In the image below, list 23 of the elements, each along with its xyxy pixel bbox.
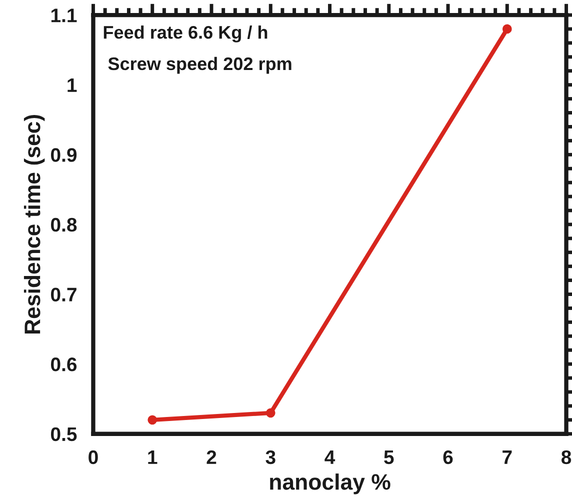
y-tick-label: 0.6 xyxy=(51,358,77,372)
y-tick-label: 1.1 xyxy=(51,8,77,22)
x-tick-label: 4 xyxy=(324,450,336,464)
point xyxy=(266,408,276,418)
y-tick-label: 0.9 xyxy=(51,148,77,162)
x-tick-label: 0 xyxy=(88,450,98,464)
point xyxy=(502,24,512,34)
y-tick-label: 1 xyxy=(68,78,77,92)
x-tick-label: 6 xyxy=(443,450,453,464)
point xyxy=(148,415,158,425)
x-tick-label: 8 xyxy=(561,450,572,464)
annotation: Feed rate 6.6 Kg / h xyxy=(104,26,268,42)
x-tick-label: 7 xyxy=(502,450,512,464)
x-axis-title: nanoclay % xyxy=(270,474,390,494)
x-tick-label: 5 xyxy=(384,450,394,464)
y-tick-label: 0.5 xyxy=(51,427,77,442)
x-tick-label: 1 xyxy=(148,450,158,464)
x-tick-label: 2 xyxy=(206,450,216,464)
annotation: Screw speed 202 rpm xyxy=(108,56,292,74)
x-tick-label: 3 xyxy=(266,450,276,464)
y-tick-label: 0.7 xyxy=(51,288,76,302)
y-axis-title: Residence time (sec) xyxy=(24,115,45,334)
y-tick-label: 0.8 xyxy=(51,218,77,232)
